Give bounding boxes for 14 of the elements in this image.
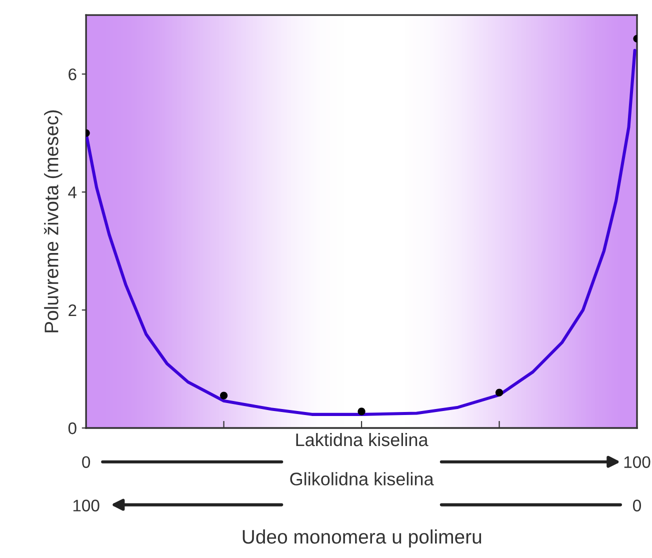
y-tick-label: 0: [68, 422, 76, 434]
x2-axis-title: Glikolidna kiselina: [290, 472, 434, 486]
x-axis-title: Laktidna kiselina: [296, 432, 428, 446]
x2-tick-label: 100: [73, 500, 100, 512]
text: Udeo monomera u polimeru: [242, 529, 482, 548]
line-series: [86, 48, 636, 416]
y-tick-label: 6: [68, 68, 76, 80]
y-tick-label: 4: [68, 186, 77, 198]
y-axis-title: Poluvreme života (mesec): [44, 110, 62, 332]
y-tick-label: 2: [68, 304, 76, 316]
point: [495, 388, 504, 396]
point: [358, 408, 366, 416]
point: [220, 392, 228, 400]
x2-tick-label: 0: [633, 500, 641, 512]
